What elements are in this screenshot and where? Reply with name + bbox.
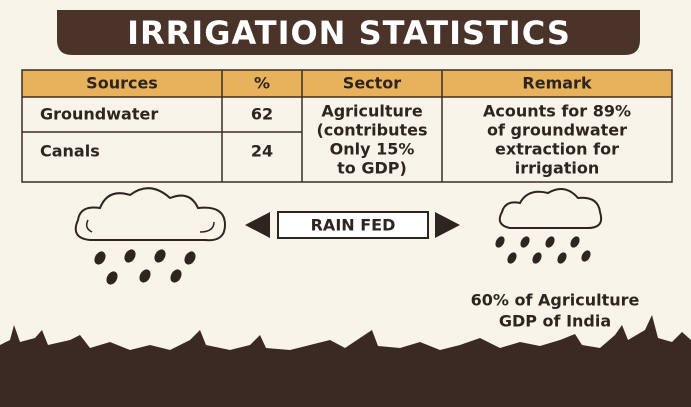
left-cloud xyxy=(74,187,227,242)
note-line: GDP of India xyxy=(499,312,611,331)
table: Sources% Sector Remark Groundwater 62 Canals 2… xyxy=(21,69,673,183)
column-header: Sector xyxy=(343,74,402,93)
column-header: Sources xyxy=(86,74,158,93)
right-cloud xyxy=(498,188,603,229)
column-header: % xyxy=(254,74,270,93)
sector-line: (contributes xyxy=(316,121,427,140)
remark-line: extraction for xyxy=(495,140,619,159)
table-border xyxy=(21,69,673,183)
header-box xyxy=(57,10,640,55)
banner-text: RAIN FED xyxy=(311,216,396,235)
header-row xyxy=(22,70,672,97)
table-cell: Groundwater xyxy=(40,105,158,124)
remark-line: of groundwater xyxy=(487,121,627,140)
table-text: Sources% Sector Remark Groundwater 62 Canals 2… xyxy=(40,74,631,178)
remark-line: irrigation xyxy=(515,159,600,178)
sector-line: Only 15% xyxy=(330,140,415,159)
note-line: 60% of Agriculture xyxy=(471,291,640,310)
table-cell: Canals xyxy=(40,142,100,161)
title: IRRIGATION STATISTICS xyxy=(127,14,571,52)
note: 60% of Agriculture GDP of India xyxy=(471,291,640,331)
banner: RAIN FED xyxy=(245,211,460,239)
sector-line: to GDP) xyxy=(337,159,407,178)
left-drops xyxy=(94,249,196,285)
table-cell: 62 xyxy=(251,105,273,124)
remark-line: Acounts for 89% xyxy=(483,102,631,121)
sector-line: Agriculture xyxy=(321,102,423,121)
right-drops xyxy=(495,236,591,264)
ground xyxy=(0,315,691,407)
column-header: Remark xyxy=(522,74,592,93)
table-cell: 24 xyxy=(251,142,273,161)
